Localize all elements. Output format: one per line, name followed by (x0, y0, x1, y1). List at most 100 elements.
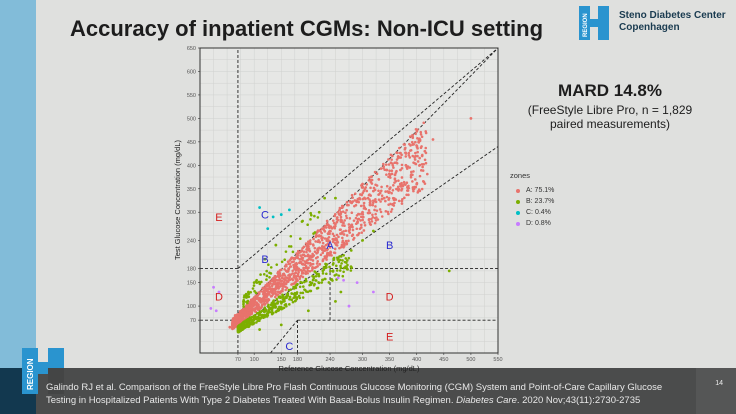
data-point-zone-A (343, 219, 347, 222)
y-tick-label: 180 (187, 267, 196, 273)
data-point-zone-A (332, 238, 336, 241)
data-point-zone-A (335, 217, 339, 221)
data-point-zone-A (362, 204, 366, 207)
data-point-zone-A (407, 154, 411, 157)
data-point-zone-A (362, 201, 366, 205)
zone-label-E: E (215, 212, 222, 224)
data-point-zone-A (253, 303, 257, 306)
data-point-zone-B (317, 210, 321, 214)
svg-text:REGION: REGION (583, 13, 589, 37)
data-point-zone-B (346, 263, 349, 267)
zone-label-B: B (386, 240, 393, 252)
data-point-zone-A (263, 303, 266, 306)
data-point-zone-A (308, 269, 312, 273)
data-point-zone-A (231, 323, 234, 327)
data-point-zone-B (332, 256, 336, 260)
data-point-zone-A (266, 287, 270, 291)
data-point-zone-A (313, 266, 317, 270)
data-point-zone-B (298, 285, 302, 289)
data-point-zone-A (416, 137, 419, 140)
data-point-zone-B (258, 282, 262, 286)
data-point-zone-A (334, 224, 337, 228)
data-point-zone-D (214, 309, 218, 313)
data-point-zone-A (424, 130, 428, 133)
data-point-zone-A (339, 228, 342, 231)
data-point-zone-A (321, 236, 325, 239)
data-point-zone-A (245, 308, 248, 311)
data-point-zone-A (389, 161, 393, 164)
data-point-zone-A (373, 199, 376, 203)
data-point-zone-A (276, 274, 280, 278)
data-point-zone-B (255, 321, 258, 324)
data-point-zone-A (371, 189, 375, 193)
data-point-zone-B (263, 306, 267, 310)
data-point-zone-A (340, 206, 344, 210)
data-point-zone-A (314, 240, 317, 243)
x-tick-label: 180 (293, 357, 302, 363)
data-point-zone-A (421, 165, 424, 169)
data-point-zone-A (338, 246, 341, 250)
data-point-zone-A (399, 185, 403, 188)
data-point-zone-A (340, 231, 344, 234)
data-point-zone-B (275, 263, 279, 266)
data-point-zone-B (260, 309, 264, 313)
data-point-zone-A (253, 309, 257, 313)
y-tick-label: 450 (187, 140, 196, 146)
data-point-zone-B (287, 245, 291, 248)
data-point-zone-B (274, 305, 278, 309)
data-point-zone-A (316, 255, 319, 259)
data-point-zone-A (336, 210, 340, 214)
legend-title: zones (510, 171, 531, 180)
data-point-zone-A (296, 279, 299, 282)
data-point-zone-B (256, 311, 260, 315)
data-point-zone-B (313, 214, 316, 218)
data-point-zone-A (386, 210, 390, 214)
data-point-zone-B (289, 245, 293, 248)
data-point-zone-A (431, 138, 435, 141)
data-point-zone-A (387, 163, 391, 166)
data-point-zone-B (349, 249, 353, 252)
data-point-zone-A (299, 268, 303, 272)
data-point-zone-A (293, 257, 297, 261)
data-point-zone-A (310, 262, 314, 266)
data-point-zone-A (342, 233, 346, 236)
data-point-zone-C (258, 206, 261, 209)
data-point-zone-A (339, 218, 343, 221)
data-point-zone-B (247, 325, 250, 329)
data-point-zone-B (245, 318, 249, 322)
data-point-zone-A (380, 194, 384, 198)
legend-dot-icon (516, 221, 520, 226)
data-point-zone-B (339, 266, 343, 270)
data-point-zone-A (339, 215, 343, 219)
data-point-zone-D (217, 290, 221, 294)
data-point-zone-A (408, 142, 411, 146)
data-point-zone-B (336, 258, 339, 261)
data-point-zone-A (335, 233, 339, 237)
data-point-zone-A (387, 172, 391, 176)
data-point-zone-A (319, 247, 322, 250)
data-point-zone-A (316, 240, 320, 244)
data-point-zone-A (426, 172, 429, 176)
data-point-zone-A (323, 249, 327, 252)
data-point-zone-B (288, 295, 292, 299)
data-point-zone-A (373, 208, 376, 212)
data-point-zone-A (388, 187, 392, 191)
data-point-zone-A (311, 243, 315, 246)
data-point-zone-A (361, 218, 364, 222)
data-point-zone-D (212, 285, 215, 289)
data-point-zone-A (356, 220, 359, 224)
data-point-zone-B (279, 323, 283, 327)
data-point-zone-A (294, 277, 298, 280)
x-tick-label: 70 (235, 357, 241, 363)
data-point-zone-B (349, 265, 353, 268)
legend-dot-icon (516, 210, 520, 215)
data-point-zone-A (343, 224, 346, 228)
data-point-zone-B (334, 299, 337, 303)
data-point-zone-B (302, 285, 305, 288)
data-point-zone-A (308, 239, 312, 242)
data-point-zone-A (413, 140, 417, 144)
data-point-zone-B (285, 304, 288, 308)
data-point-zone-A (274, 295, 277, 299)
data-point-zone-A (274, 293, 278, 296)
